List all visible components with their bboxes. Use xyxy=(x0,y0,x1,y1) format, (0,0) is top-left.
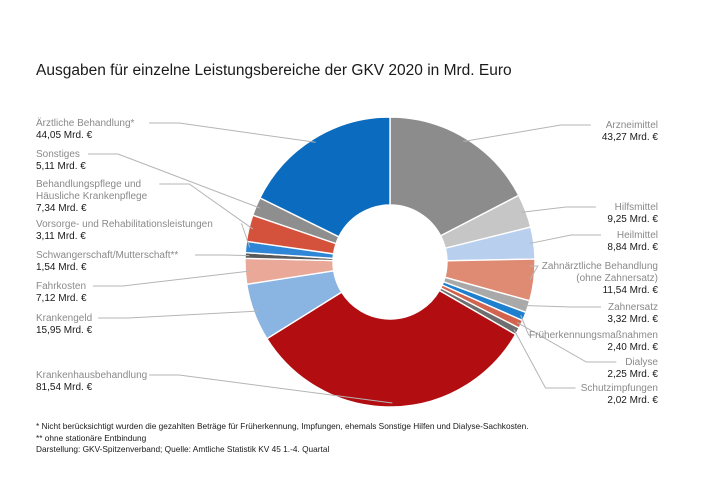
label-schwangerschaft-mutterschaft: Schwangerschaft/Mutterschaft**1,54 Mrd. … xyxy=(36,250,178,273)
donut-slices xyxy=(244,116,536,408)
slice-value-text: 5,11 Mrd. € xyxy=(36,161,86,172)
slice-value-text: 81,54 Mrd. € xyxy=(36,382,93,393)
slice-value-text: 2,40 Mrd. € xyxy=(607,342,658,353)
slice-value-text: 3,32 Mrd. € xyxy=(607,314,658,325)
slice-value-text: 7,12 Mrd. € xyxy=(36,293,87,304)
label-vorsorge-und-rehabilitationsleistungen: Vorsorge- und Rehabilitationsleistungen3… xyxy=(36,219,213,242)
leader-line xyxy=(195,254,250,257)
footnote-1: * Nicht berücksichtigt wurden die gezahl… xyxy=(36,421,529,431)
leader-line xyxy=(520,314,535,336)
slice-value-text: 7,34 Mrd. € xyxy=(36,203,87,214)
slice-label-text: Behandlungspflege und xyxy=(36,179,141,190)
slice-value-text: 2,25 Mrd. € xyxy=(607,369,658,380)
slice-label-text: Heilmittel xyxy=(617,230,658,241)
slice-arztliche-behandlung xyxy=(258,116,391,238)
leader-line xyxy=(93,270,250,287)
slice-value-text: 1,54 Mrd. € xyxy=(36,262,87,273)
slice-value-text: 11,54 Mrd. € xyxy=(603,285,659,296)
leader-line xyxy=(98,310,258,319)
slice-krankenhausbehandlung xyxy=(265,289,517,408)
slice-label-text: Vorsorge- und Rehabilitationsleistungen xyxy=(36,219,213,230)
footnotes: * Nicht berücksichtigt wurden die gezahl… xyxy=(36,421,529,456)
slice-value-text: 3,11 Mrd. € xyxy=(36,231,86,242)
slice-label-text: Krankenhausbehandlung xyxy=(36,370,147,381)
slice-label-text: Zahnersatz xyxy=(608,302,658,313)
slice-label-text: Dialyse xyxy=(625,357,658,368)
leader-line xyxy=(159,183,254,230)
leader-line xyxy=(149,374,393,404)
leader-line xyxy=(517,322,617,363)
slice-label-text: Schutzimpfungen xyxy=(581,383,658,394)
slice-value-text: 8,84 Mrd. € xyxy=(607,242,658,253)
slice-label-text: (ohne Zahnersatz) xyxy=(576,273,658,284)
leader-line xyxy=(513,329,576,389)
leader-line xyxy=(87,153,260,209)
slice-label-text: Früherkennungsmaßnahmen xyxy=(529,330,658,341)
slice-value-text: 43,27 Mrd. € xyxy=(602,132,659,143)
leader-line xyxy=(529,265,539,280)
leader-line xyxy=(521,206,596,213)
slice-label-text: Zahnärztliche Behandlung xyxy=(542,261,658,272)
chart-title: Ausgaben für einzelne Leistungsbereiche … xyxy=(36,62,512,79)
slice-label-text: Ärztliche Behandlung* xyxy=(36,117,135,129)
slice-label-text: Arzneimittel xyxy=(606,120,658,131)
slice-value-text: 9,25 Mrd. € xyxy=(607,214,658,225)
slice-label-text: Hilfsmittel xyxy=(615,202,658,213)
leader-line xyxy=(240,223,251,248)
slice-value-text: 44,05 Mrd. € xyxy=(36,130,93,141)
slice-label-text: Schwangerschaft/Mutterschaft** xyxy=(36,250,178,261)
slice-label-text: Krankengeld xyxy=(36,313,92,324)
source-note: Darstellung: GKV-Spitzenverband; Quelle:… xyxy=(36,444,330,454)
slice-arzneimittel xyxy=(389,116,520,237)
label-arztliche-behandlung: Ärztliche Behandlung*44,05 Mrd. € xyxy=(36,117,135,141)
slice-value-text: 15,95 Mrd. € xyxy=(36,325,93,336)
leader-line xyxy=(149,122,316,143)
slice-label-text: Fahrkosten xyxy=(36,281,86,292)
leader-lines xyxy=(87,122,617,404)
slice-label-text: Sonstiges xyxy=(36,149,80,160)
slice-label-text: Häusliche Krankenpflege xyxy=(36,191,148,202)
leader-line xyxy=(524,304,601,308)
footnote-2: ** ohne stationäre Entbindung xyxy=(36,432,147,443)
slice-value-text: 2,02 Mrd. € xyxy=(607,395,658,406)
leader-line xyxy=(463,124,591,143)
label-zahnarztliche-behandlung-ohne-zahnersatz: Zahnärztliche Behandlung(ohne Zahnersatz… xyxy=(542,261,659,296)
leader-line xyxy=(529,234,601,244)
